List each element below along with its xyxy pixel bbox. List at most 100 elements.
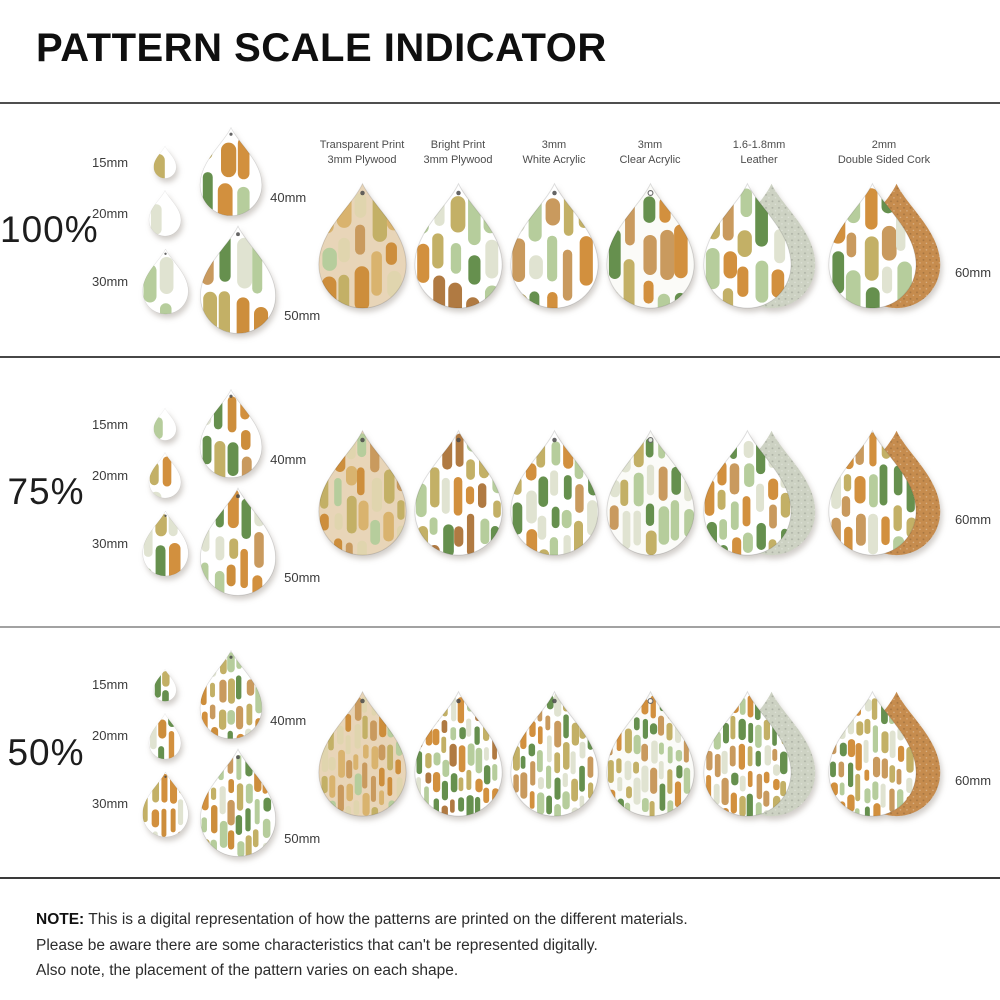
main-size-label-100pct: 60mm	[954, 265, 992, 281]
main-size-label-75pct: 60mm	[954, 512, 992, 527]
note-line-3: Also note, the placement of the pattern …	[36, 962, 459, 980]
size-label-30mm: 30mm	[92, 796, 129, 811]
material-header-line1: 2mm	[871, 138, 897, 151]
teardrop-shape	[702, 182, 815, 309]
material-header-line2: 3mm Plywood	[423, 154, 493, 166]
teardrop-shape	[148, 712, 182, 759]
note-prefix: NOTE:	[36, 911, 85, 928]
teardrop-shape	[702, 690, 815, 817]
teardrop-shape	[509, 182, 599, 309]
teardrop-shape	[153, 145, 177, 179]
teardrop-shape	[148, 190, 182, 237]
teardrop-shape	[413, 182, 503, 309]
teardrop-shape	[605, 690, 695, 817]
sample-drop-20mm	[136, 451, 194, 499]
teardrop-shape	[153, 668, 177, 701]
teardrop-shape	[148, 452, 182, 499]
sample-sizes-small: 15mm 20mm 30mm	[92, 407, 194, 577]
teardrop-shape	[199, 126, 263, 216]
teardrop-100pct-transparent-plywood	[316, 180, 409, 310]
teardrop-shape	[153, 407, 177, 441]
teardrop-50pct-transparent-plywood	[316, 688, 409, 818]
teardrop-shape	[142, 510, 189, 577]
material-header-bright-plywood: Bright Print 3mm Plywood	[423, 138, 492, 169]
sample-sizes-large: 40mm 50mm	[198, 648, 320, 858]
teardrop-50pct-leather	[701, 688, 818, 818]
sample-drop-15mm	[136, 145, 194, 179]
teardrop-50pct-white-acrylic	[508, 688, 601, 818]
sample-drop-30mm	[136, 509, 194, 577]
teardrop-shape	[827, 429, 940, 556]
teardrop-shape	[413, 690, 503, 817]
sample-item-40mm: 40mm	[198, 387, 320, 479]
sample-item-20mm: 20mm	[92, 189, 194, 237]
sample-item-15mm: 15mm	[92, 407, 194, 441]
sample-drop-15mm	[136, 407, 194, 441]
teardrop-shape	[827, 690, 940, 817]
material-header-line1: 3mm	[637, 138, 663, 151]
size-label-30mm: 30mm	[92, 273, 129, 289]
teardrop-100pct-clear-acrylic	[604, 180, 697, 310]
sample-sizes-small: 15mm 20mm 30mm	[92, 145, 194, 315]
size-label-30mm: 30mm	[92, 535, 129, 551]
main-size-label-50pct: 60mm	[954, 772, 992, 788]
teardrop-shape	[702, 429, 815, 556]
note-line-1: NOTE: This is a digital representation o…	[36, 907, 964, 933]
teardrop-100pct-bright-plywood	[412, 180, 505, 310]
teardrop-100pct-leather	[701, 180, 818, 310]
teardrop-shape	[827, 182, 940, 309]
sample-drop-20mm	[136, 712, 194, 760]
size-label-20mm: 20mm	[92, 467, 129, 483]
teardrop-shape	[200, 747, 277, 857]
sample-item-30mm: 30mm	[92, 509, 194, 577]
teardrop-shape	[509, 429, 599, 556]
teardrop-50pct-cork	[826, 688, 943, 818]
material-header-line2: Double Sided Cork	[837, 154, 931, 166]
teardrop-50pct-bright-plywood	[412, 688, 505, 818]
scale-label-75: 75%	[7, 471, 85, 512]
material-header-line1: Transparent Print	[319, 138, 405, 151]
teardrop-shape	[413, 429, 503, 556]
size-label-40mm: 40mm	[270, 190, 307, 205]
teardrop-75pct-bright-plywood	[412, 427, 505, 557]
material-headers: Transparent Print 3mm Plywood Bright Print…	[314, 138, 1000, 169]
sample-sizes-small: 15mm 20mm 30mm	[92, 668, 194, 838]
material-drops-50: 60mm	[314, 688, 1000, 818]
teardrop-shape	[509, 690, 599, 817]
teardrop-100pct-cork	[826, 180, 943, 310]
material-drops-75: 60mm	[314, 427, 1000, 557]
sample-drop-40mm	[198, 125, 264, 217]
material-row-100: Transparent Print 3mm Plywood Bright Print…	[314, 138, 1000, 311]
material-header-line2: 3mm Plywood	[327, 154, 397, 166]
size-label-20mm: 20mm	[92, 728, 129, 743]
teardrop-75pct-transparent-plywood	[316, 427, 409, 557]
sample-drop-50mm	[198, 223, 278, 335]
teardrop-75pct-cork	[826, 427, 943, 557]
teardrop-shape	[200, 487, 277, 596]
note-text-1: This is a digital representation of how …	[88, 911, 688, 928]
sample-item-50mm: 50mm	[198, 746, 320, 858]
material-header-line1: 1.6-1.8mm	[732, 138, 786, 151]
sample-drop-50mm	[198, 485, 278, 597]
size-label-50mm: 50mm	[284, 308, 321, 323]
teardrop-75pct-clear-acrylic	[604, 427, 697, 557]
material-header-transparent-plywood: Transparent Print 3mm Plywood	[320, 138, 405, 169]
size-label-20mm: 20mm	[92, 205, 129, 221]
size-label-15mm: 15mm	[92, 416, 129, 432]
teardrop-75pct-white-acrylic	[508, 427, 601, 557]
scale-section-100: 100% 15mm 20mm 30mm 40mm 50mm Transparent Pr…	[0, 104, 1000, 358]
material-header-line2: Clear Acrylic	[619, 154, 681, 166]
scale-label-50: 50%	[7, 731, 85, 773]
material-header-line1: 3mm	[541, 138, 567, 151]
teardrop-75pct-leather	[701, 427, 818, 557]
size-label-15mm: 15mm	[92, 154, 129, 170]
teardrop-shape	[605, 429, 695, 556]
sample-item-30mm: 30mm	[92, 770, 194, 838]
size-label-50mm: 50mm	[284, 570, 321, 585]
sample-item-15mm: 15mm	[92, 145, 194, 179]
teardrop-shape	[317, 182, 407, 309]
teardrop-50pct-clear-acrylic	[604, 688, 697, 818]
teardrop-shape	[200, 225, 277, 334]
material-header-leather: 1.6-1.8mm Leather	[733, 138, 786, 169]
